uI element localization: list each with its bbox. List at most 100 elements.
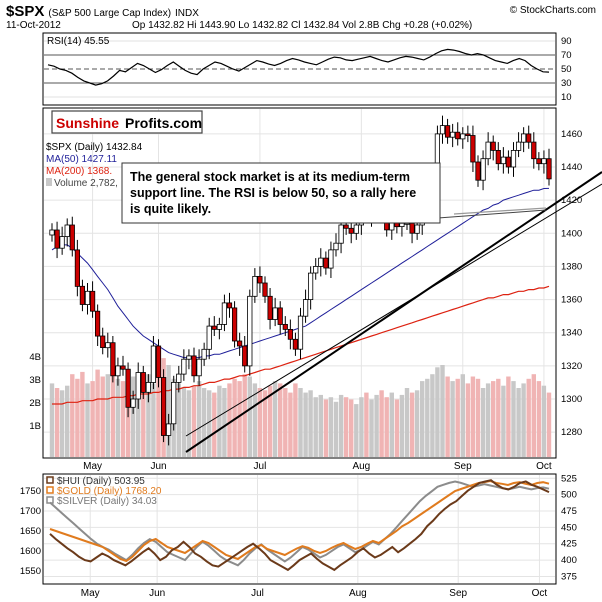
volume-bar [328, 397, 334, 457]
price-candle [84, 283, 91, 315]
volume-bar [485, 383, 491, 457]
month-label: Jun [150, 461, 166, 472]
rsi-tick-label: 10 [561, 92, 572, 103]
metals-panel [42, 473, 557, 585]
volume-bar [181, 388, 187, 457]
volume-bar [95, 369, 100, 457]
price-candle [247, 289, 253, 376]
volume-bar [491, 381, 496, 457]
price-candle [505, 150, 512, 174]
horizontal-support-line [453, 207, 547, 215]
rsi-legend: RSI(14) 45.55 [47, 36, 110, 47]
hui-line [49, 479, 550, 572]
volume-tick-label: 1B [29, 421, 41, 432]
month-label: May [83, 461, 102, 472]
legend-hui: $HUI (Daily) 503.95 [57, 476, 145, 487]
volume-bar [465, 383, 471, 457]
price-candle [186, 349, 192, 370]
metals-right-tick: 525 [561, 473, 577, 484]
metals-right-tick: 450 [561, 522, 577, 533]
price-candle [455, 122, 461, 146]
price-candle [95, 304, 101, 346]
volume-tick-label: 2B [29, 398, 41, 409]
month-label: Sep [454, 461, 472, 472]
month-label: Aug [352, 461, 370, 472]
price-candle [460, 127, 466, 149]
metals-month-label: Oct [532, 588, 548, 599]
volume-bar [85, 383, 90, 457]
volume-bar [435, 367, 440, 457]
volume-bar [120, 381, 126, 457]
annotation-line2: support line. The RSI is below 50, so a … [130, 186, 416, 200]
price-candle [69, 216, 75, 257]
price-tick-label: 1400 [561, 228, 582, 239]
price-candle [338, 218, 344, 254]
price-candle [110, 336, 116, 383]
volume-bar [252, 383, 258, 457]
price-candle [231, 301, 238, 348]
metals-legend: $HUI (Daily) 503.95 $GOLD (Daily) 1768.2… [46, 476, 162, 507]
metals-right-tick: 375 [561, 571, 577, 582]
metals-month-label: Jun [149, 588, 165, 599]
volume-bar [404, 388, 410, 457]
volume-bar [389, 392, 394, 457]
annotation-line3: is quite likely. [130, 202, 211, 216]
price-candle [475, 155, 481, 187]
price-candle [64, 218, 70, 247]
price-tick-label: 1340 [561, 328, 582, 339]
price-candle [470, 125, 476, 172]
volume-bar [54, 388, 60, 457]
price-candle [328, 241, 334, 278]
volume-bar [521, 383, 526, 457]
volume-bar [110, 367, 116, 457]
volume-bar [526, 378, 531, 457]
volume-bar [470, 376, 476, 457]
volume-bar [318, 394, 323, 457]
price-candle [181, 349, 187, 381]
volume-bar [90, 381, 95, 457]
volume-bar [414, 390, 420, 457]
price-tick-label: 1300 [561, 394, 582, 405]
exchange: INDX [175, 8, 199, 19]
volume-bar [59, 390, 65, 457]
price-candle [449, 123, 456, 148]
volume-bar [151, 383, 156, 457]
silver-line [49, 480, 550, 567]
volume-bar [136, 385, 141, 457]
annotation-box: The general stock market is at its mediu… [121, 162, 441, 224]
price-candle [145, 374, 151, 403]
price-candle [191, 347, 197, 383]
rsi-tick-label: 70 [561, 50, 572, 61]
volume-bar [369, 399, 374, 457]
price-candle [120, 355, 126, 376]
price-candle [521, 127, 527, 153]
volume-bar [420, 381, 425, 457]
sunshine-profits-logo: Sunshine Profits.com [51, 110, 203, 134]
volume-bar [293, 383, 298, 457]
price-candle [297, 307, 304, 360]
metals-left-tick: 1650 [20, 526, 41, 537]
volume-bar [227, 383, 232, 457]
volume-tick-label: 4B [29, 352, 41, 363]
legend-silver: $SILVER (Daily) 34.03 [57, 496, 157, 507]
price-candle [272, 297, 278, 327]
volume-bar [425, 378, 430, 457]
volume-bar [49, 383, 55, 457]
price-candle [226, 292, 233, 318]
metals-right-tick: 400 [561, 555, 577, 566]
logo-part2: Profits.com [125, 115, 202, 131]
price-tick-label: 1380 [561, 261, 582, 272]
price-candle [546, 148, 552, 186]
volume-bar [267, 385, 273, 457]
annotation-pointer [437, 209, 547, 219]
volume-bar [460, 374, 465, 457]
volume-bar [313, 397, 318, 457]
volume-bar [186, 390, 192, 457]
volume-bar [156, 376, 161, 457]
volume-bar [242, 374, 247, 457]
volume-bar [333, 401, 339, 457]
volume-bar [506, 376, 511, 457]
price-candle [130, 390, 136, 414]
volume-bar [399, 394, 405, 457]
price-candle [171, 375, 177, 431]
